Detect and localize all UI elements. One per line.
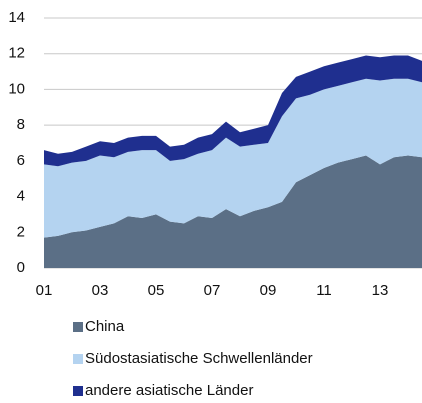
y-tick-label: 0 [17,259,25,276]
x-tick-label: 01 [36,282,53,299]
legend-label: andere asiatische Länder [85,382,253,399]
legend-swatch [73,354,83,364]
y-tick-label: 6 [17,152,25,169]
legend-swatch [73,386,83,396]
y-tick-label: 12 [8,45,25,62]
legend-label: China [85,318,125,335]
area [44,155,422,268]
area [44,55,422,167]
legend-swatch [73,322,83,332]
y-tick-label: 4 [17,188,25,205]
y-tick-label: 10 [8,80,25,97]
y-tick-label: 8 [17,116,25,133]
y-tick-label: 2 [17,223,25,240]
x-tick-label: 07 [204,282,221,299]
x-tick-label: 13 [372,282,389,299]
x-tick-label: 05 [148,282,165,299]
legend-label: Südostasiatische Schwellenländer [85,350,313,367]
x-tick-label: 11 [316,282,332,299]
x-tick-label: 03 [92,282,109,299]
x-tick-label: 09 [260,282,277,299]
y-tick-label: 14 [8,9,25,26]
area [44,78,422,238]
